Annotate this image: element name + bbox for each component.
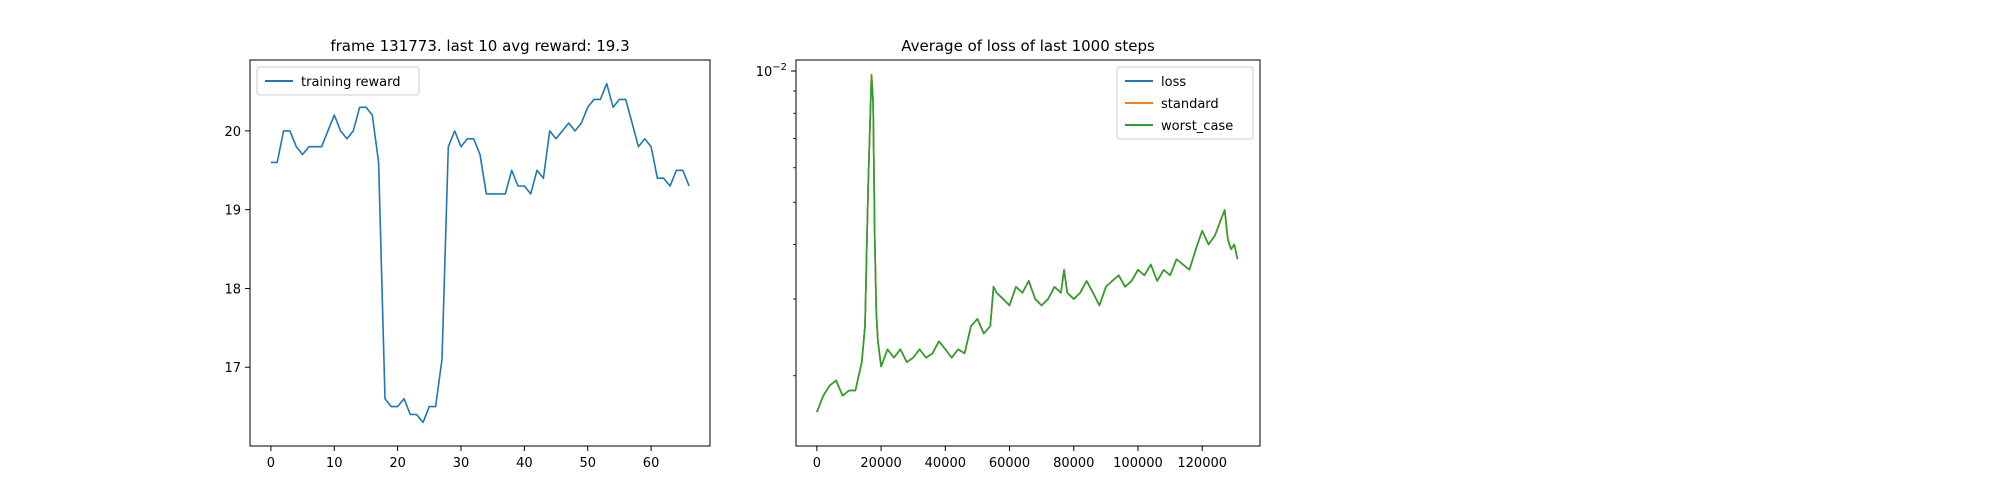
y-major-tick-label: 10−2 [756, 62, 787, 80]
x-tick-label: 60000 [989, 456, 1030, 471]
legend-label: worst_case [1161, 119, 1233, 134]
x-tick-label: 60 [643, 456, 660, 471]
legend-box [256, 66, 420, 96]
legend: training reward [256, 66, 420, 96]
x-tick-label: 20 [389, 456, 406, 471]
legend-label: training reward [301, 75, 401, 90]
x-tick-label: 80000 [1053, 456, 1094, 471]
x-tick-label: 40 [516, 456, 533, 471]
x-tick-label: 40000 [925, 456, 966, 471]
axes-frame [795, 59, 1261, 447]
y-tick-label: 17 [224, 361, 241, 376]
x-tick-label: 120000 [1177, 456, 1227, 471]
x-tick-label: 20000 [860, 456, 901, 471]
chart-1: frame 131773. last 10 avg reward: 19.3 0 1… [224, 37, 711, 471]
y-tick-label: 19 [224, 204, 241, 219]
series-line-worst-case [816, 74, 1239, 413]
x-tick-label: 50 [579, 456, 596, 471]
axes-frame [249, 59, 711, 447]
legend-label: loss [1161, 75, 1186, 90]
series-line-training-reward [270, 82, 690, 424]
x-tick-label: 100000 [1113, 456, 1163, 471]
legend-label: standard [1161, 97, 1219, 112]
chart-title: frame 131773. last 10 avg reward: 19.3 [330, 37, 629, 55]
legend: loss standard worst_case [1116, 66, 1254, 140]
y-tick-label: 18 [224, 282, 241, 297]
legend-box [1116, 66, 1254, 140]
x-tick-label: 10 [326, 456, 343, 471]
x-tick-label: 0 [813, 456, 821, 471]
chart-title: Average of loss of last 1000 steps [901, 37, 1155, 55]
x-tick-label: 30 [453, 456, 470, 471]
chart-2: Average of loss of last 1000 steps 0 20000… [756, 37, 1261, 471]
y-tick-label: 20 [224, 125, 241, 140]
x-tick-label: 0 [267, 456, 275, 471]
